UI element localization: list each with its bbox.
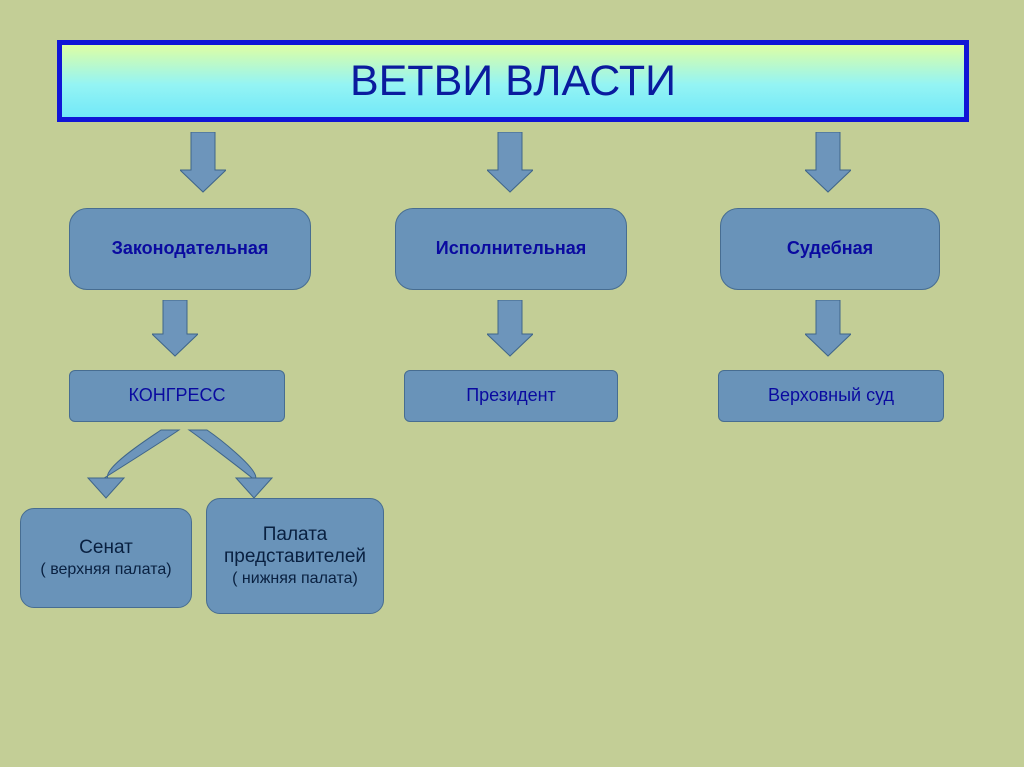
body-box-1: Президент (404, 370, 618, 422)
arrow-top-1 (487, 132, 533, 194)
branch-box-0: Законодательная (69, 208, 311, 290)
body-box-2: Верховный суд (718, 370, 944, 422)
branch-box-2: Судебная (720, 208, 940, 290)
arrow-top-0 (180, 132, 226, 194)
leaf-box-1-label: Палата представителей (207, 524, 383, 570)
arrow-top-2 (805, 132, 851, 194)
diagram-root: ВЕТВИ ВЛАСТИ Законодательная Исполнительна… (0, 0, 1024, 767)
arrow-mid-2 (805, 300, 851, 358)
leaf-box-0-label: Сенат (79, 537, 133, 560)
body-box-0: КОНГРЕСС (69, 370, 285, 422)
arrow-mid-1 (487, 300, 533, 358)
leaf-box-1: Палата представителей( нижняя палата) (206, 498, 384, 614)
arrow-mid-0 (152, 300, 198, 358)
leaf-box-0: Сенат( верхняя палата) (20, 508, 192, 608)
diagram-title: ВЕТВИ ВЛАСТИ (57, 40, 969, 122)
branch-box-1: Исполнительная (395, 208, 627, 290)
leaf-box-0-sublabel: ( верхняя палата) (40, 560, 171, 579)
leaf-box-1-sublabel: ( нижняя палата) (232, 569, 358, 588)
